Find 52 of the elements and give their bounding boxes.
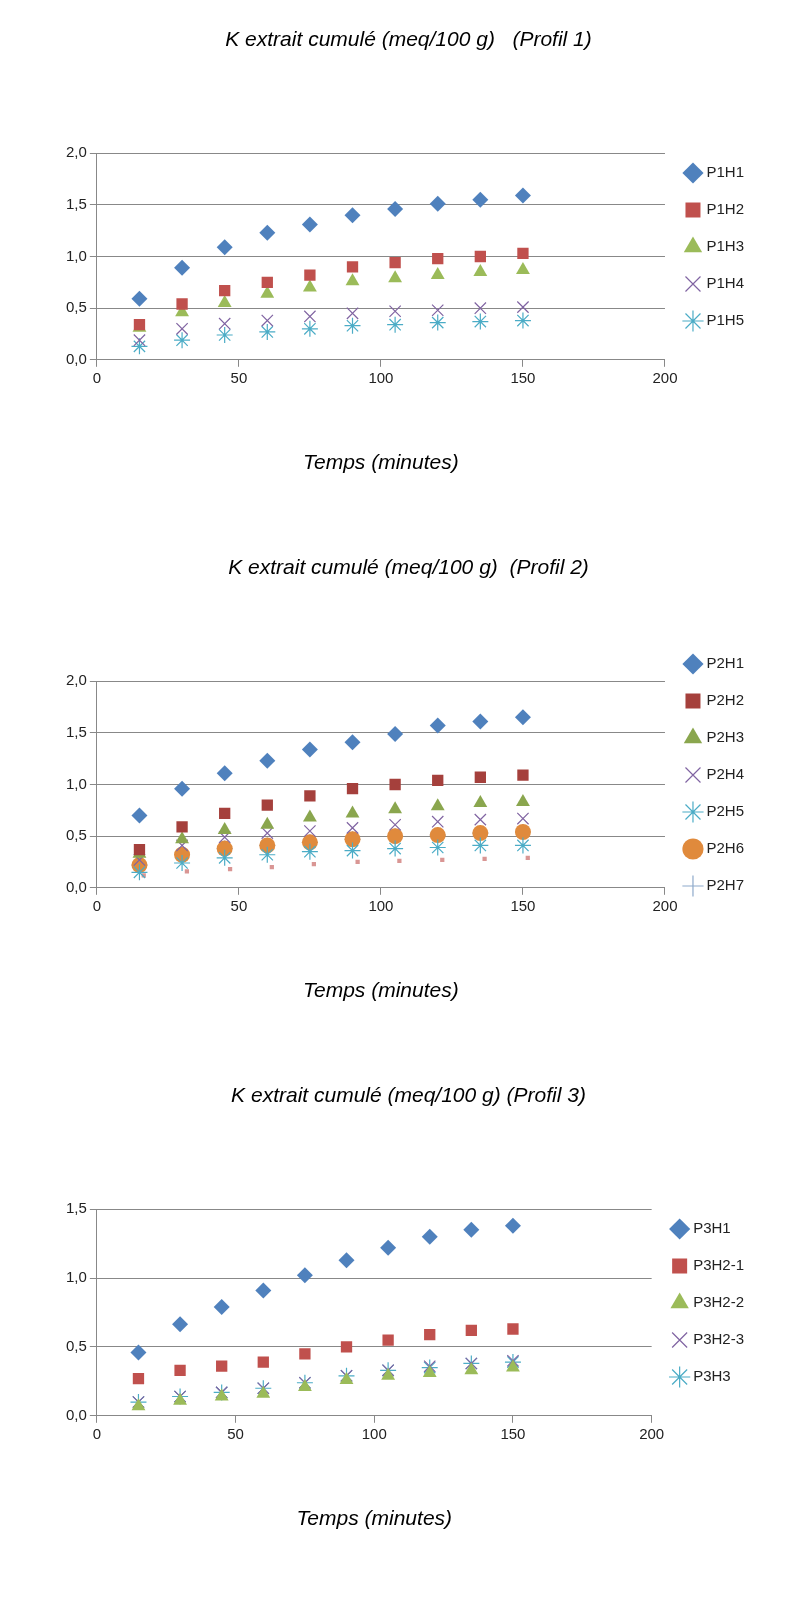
x-tick-label: 0 — [92, 368, 102, 386]
chart-title: K extrait cumulé (meq/100 g) (Profil 1) — [225, 27, 592, 51]
legend-label: P3H2-2 — [693, 1293, 744, 1311]
y-tick-label: 0,5 — [65, 298, 87, 316]
chart-title: K extrait cumulé (meq/100 g) (Profil 2) — [228, 555, 589, 579]
x-tick-label: 200 — [639, 1424, 665, 1442]
y-tick-label: 0,5 — [65, 1337, 87, 1355]
legend-label: P2H3 — [706, 728, 745, 746]
y-tick-label: 0,0 — [65, 1405, 87, 1423]
y-tick-label: 1,0 — [65, 774, 87, 792]
x-tick-label: 150 — [500, 1424, 526, 1442]
x-tick-label: 100 — [361, 1424, 387, 1442]
x-tick-label: 150 — [510, 896, 536, 914]
x-tick-label: 150 — [510, 368, 536, 386]
y-tick-label: 1,0 — [65, 1268, 87, 1286]
legend-label: P1H3 — [706, 237, 745, 255]
x-axis-title: Temps (minutes) — [303, 450, 459, 474]
x-axis-title: Temps (minutes) — [303, 978, 459, 1002]
y-tick-label: 1,5 — [65, 1199, 87, 1217]
legend-label: P3H2-3 — [693, 1330, 744, 1348]
y-tick-label: 2,0 — [65, 143, 87, 161]
y-tick-label: 1,5 — [65, 722, 87, 740]
x-tick-label: 100 — [368, 896, 394, 914]
legend-label: P1H4 — [706, 274, 745, 292]
legend-label: P2H5 — [706, 802, 745, 820]
x-tick-label: 200 — [652, 896, 678, 914]
x-tick-label: 0 — [92, 896, 102, 914]
legend-label: P2H6 — [706, 839, 745, 857]
x-tick-label: 0 — [92, 1424, 102, 1442]
legend-label: P1H1 — [706, 163, 745, 181]
legend-label: P1H5 — [706, 311, 745, 329]
legend-label: P1H2 — [706, 200, 745, 218]
x-tick-label: 200 — [652, 368, 678, 386]
legend-label: P2H1 — [706, 654, 745, 672]
legend-label: P2H2 — [706, 691, 745, 709]
y-tick-label: 1,5 — [65, 194, 87, 212]
legend-label: P2H4 — [706, 765, 745, 783]
x-tick-label: 50 — [230, 368, 248, 386]
x-axis-title: Temps (minutes) — [296, 1506, 453, 1530]
y-tick-label: 1,0 — [65, 246, 87, 264]
y-tick-label: 2,0 — [65, 671, 87, 689]
x-tick-label: 50 — [230, 896, 248, 914]
chart-title: K extrait cumulé (meq/100 g) (Profil 3) — [231, 1083, 586, 1107]
x-tick-label: 100 — [368, 368, 394, 386]
legend-label: P3H2-1 — [693, 1256, 744, 1274]
y-tick-label: 0,0 — [65, 877, 87, 895]
legend-label: P3H1 — [693, 1219, 731, 1237]
y-tick-label: 0,5 — [65, 826, 87, 844]
legend-label: P2H7 — [706, 876, 745, 894]
x-tick-label: 50 — [227, 1424, 244, 1442]
legend-label: P3H3 — [693, 1367, 731, 1385]
y-tick-label: 0,0 — [65, 349, 87, 367]
